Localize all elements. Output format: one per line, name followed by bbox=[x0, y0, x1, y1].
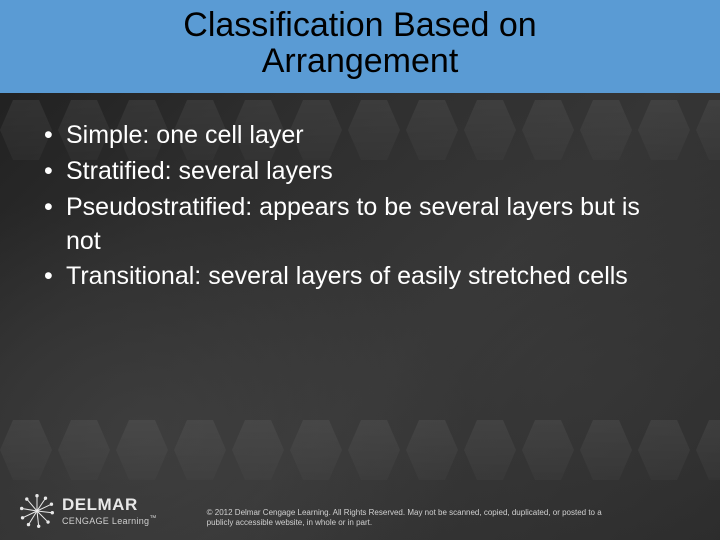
bullet-list: Simple: one cell layer Stratified: sever… bbox=[40, 119, 680, 294]
footer: DELMAR CENGAGE Learning™ © 2012 Delmar C… bbox=[20, 494, 700, 528]
hex-decor-bottom bbox=[0, 420, 720, 480]
copyright-text: © 2012 Delmar Cengage Learning. All Righ… bbox=[207, 508, 627, 528]
title-line-2: Arrangement bbox=[20, 44, 700, 80]
publisher-logo: DELMAR CENGAGE Learning™ bbox=[20, 494, 157, 528]
logo-main-text: DELMAR bbox=[62, 496, 157, 513]
list-item: Pseudostratified: appears to be several … bbox=[40, 191, 680, 259]
title-line-1: Classification Based on bbox=[20, 8, 700, 44]
list-item: Stratified: several layers bbox=[40, 155, 680, 189]
starburst-icon bbox=[20, 494, 54, 528]
list-item: Transitional: several layers of easily s… bbox=[40, 260, 680, 294]
title-banner: Classification Based on Arrangement bbox=[0, 0, 720, 93]
list-item: Simple: one cell layer bbox=[40, 119, 680, 153]
logo-sub-text: CENGAGE Learning™ bbox=[62, 515, 157, 526]
content-area: Simple: one cell layer Stratified: sever… bbox=[0, 93, 720, 294]
